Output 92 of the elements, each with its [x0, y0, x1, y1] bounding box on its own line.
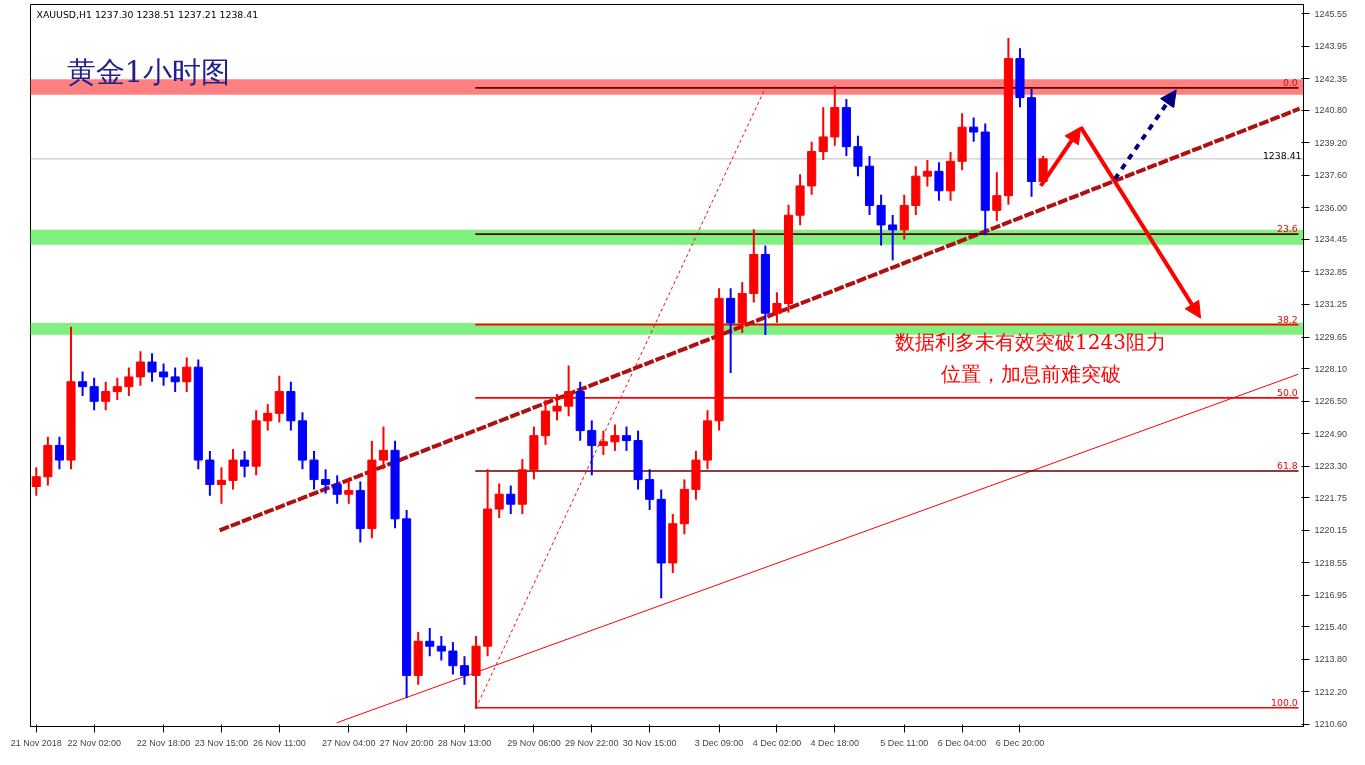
- x-tick-label: 5 Dec 11:00: [880, 737, 929, 748]
- series-label: 23.6: [1276, 223, 1298, 235]
- candlestick: [159, 363, 169, 386]
- series-label: 0.0: [1282, 76, 1298, 88]
- annotation: XAUUSD,H1 1237.30 1238.51 1237.21 1238.41: [36, 9, 259, 20]
- series-label: 61.8: [1276, 460, 1298, 472]
- y-tick-label: 1226.50: [1314, 396, 1348, 407]
- x-tick-label: 28 Nov 13:00: [437, 737, 492, 748]
- x-tick-label: 4 Dec 18:00: [810, 737, 860, 748]
- candlestick: [89, 377, 99, 411]
- candlestick: [182, 357, 192, 392]
- y-tick-label: 1212.20: [1314, 686, 1348, 697]
- y-tick-label: 1213.80: [1314, 654, 1348, 665]
- candlestick: [147, 353, 157, 382]
- candlestick: [309, 450, 319, 490]
- x-tick-label: 27 Nov 20:00: [379, 737, 434, 748]
- candlestick: [54, 436, 64, 470]
- candlestick: [587, 420, 597, 476]
- y-tick-label: 1236.00: [1314, 202, 1348, 213]
- y-tick-label: 1229.65: [1314, 332, 1348, 343]
- candlestick: [459, 656, 470, 685]
- y-tick-label: 1210.60: [1314, 719, 1348, 730]
- candlestick: [344, 479, 354, 504]
- candlestick: [378, 426, 389, 470]
- series-label: 100.0: [1271, 696, 1298, 708]
- candlestick: [992, 172, 1002, 222]
- y-tick-label: 1240.80: [1314, 105, 1348, 116]
- candlestick: [436, 636, 446, 661]
- series-label: 38.2: [1276, 313, 1298, 325]
- annotation: 位置，加息前难突破: [940, 361, 1121, 386]
- y-tick-label: 1215.40: [1314, 621, 1348, 632]
- candlestick: [332, 475, 342, 504]
- x-tick-label: 30 Nov 15:00: [622, 737, 677, 748]
- y-tick-label: 1218.55: [1314, 557, 1348, 568]
- annotation: 数据利多未有效突破1243阻力: [895, 329, 1166, 354]
- candlestick: [853, 135, 863, 177]
- x-tick-label: 6 Dec 20:00: [995, 737, 1045, 748]
- candlestick: [494, 483, 504, 519]
- x-tick-label: 4 Dec 02:00: [752, 737, 802, 748]
- y-tick-label: 1237.60: [1314, 170, 1348, 181]
- y-tick-label: 1239.20: [1314, 137, 1348, 148]
- x-tick-label: 3 Dec 09:00: [694, 737, 744, 748]
- candlestick: [598, 430, 608, 455]
- series-label: 50.0: [1276, 386, 1298, 398]
- candlestick: [876, 194, 886, 246]
- candlestick: [124, 367, 134, 396]
- candlestick: [228, 448, 238, 490]
- x-tick-label: 22 Nov 18:00: [136, 737, 191, 748]
- y-tick-label: 1243.95: [1314, 41, 1348, 52]
- candlestick: [101, 381, 111, 411]
- x-tick-label: 22 Nov 02:00: [67, 737, 121, 748]
- text: 黄金1小时图: [66, 54, 231, 89]
- y-tick-label: 1228.10: [1314, 363, 1348, 374]
- candlestick: [78, 371, 88, 396]
- y-tick-label: 1232.85: [1314, 266, 1348, 277]
- candlestick: [263, 404, 273, 431]
- y-tick-label: 1231.25: [1314, 299, 1348, 310]
- candlestick: [922, 160, 932, 187]
- candlestick: [216, 467, 226, 504]
- candlestick: [621, 426, 632, 451]
- x-tick-label: 29 Nov 06:00: [507, 737, 561, 748]
- y-tick-label: 1242.35: [1314, 73, 1348, 84]
- candlestick: [969, 117, 979, 142]
- candlestick: [31, 467, 41, 496]
- x-tick-label: 23 Nov 15:00: [194, 737, 249, 748]
- candlestick: [135, 351, 145, 386]
- candlestick: [274, 375, 284, 423]
- x-tick-label: 29 Nov 22:00: [565, 737, 619, 748]
- candlestick: [645, 469, 655, 510]
- x-tick-label: 26 Nov 11:00: [252, 737, 306, 748]
- candlestick: [610, 424, 620, 451]
- candlestick: [888, 215, 898, 261]
- y-tick-label: 1223.30: [1314, 461, 1348, 472]
- candlestick: [934, 162, 944, 201]
- x-tick-label: 6 Dec 04:00: [937, 737, 987, 748]
- y-tick-label: 1245.55: [1314, 8, 1348, 19]
- y-tick-label: 1221.75: [1314, 492, 1348, 503]
- candlestick: [170, 367, 180, 392]
- y-tick-label: 1216.95: [1314, 590, 1348, 601]
- candlestick: [112, 377, 122, 401]
- candlestick: [818, 107, 828, 161]
- y-tick-label: 1224.90: [1314, 428, 1348, 439]
- candlestick: [506, 485, 516, 514]
- candlestick: [425, 627, 435, 657]
- ref-line-label: 1238.41: [1262, 149, 1302, 161]
- candlestick: [321, 469, 331, 494]
- x-tick-label: 27 Nov 04:00: [321, 737, 376, 748]
- x-tick-label: 21 Nov 2018: [10, 737, 62, 748]
- y-tick-label: 1234.45: [1314, 234, 1348, 245]
- candlestick: [240, 450, 250, 478]
- candlestick: [448, 642, 458, 675]
- y-tick-label: 1220.15: [1314, 525, 1348, 536]
